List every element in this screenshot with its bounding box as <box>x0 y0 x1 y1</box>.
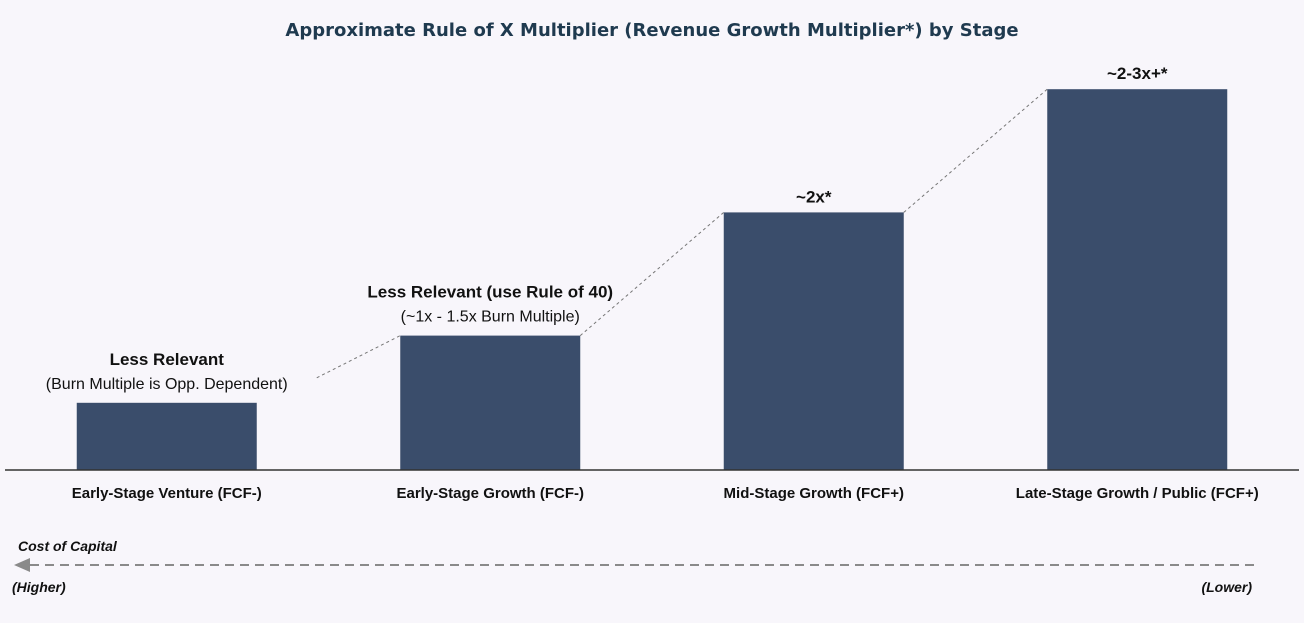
data-label-1: Less Relevant <box>110 350 225 369</box>
category-label-2: Early-Stage Growth (FCF-) <box>396 485 584 502</box>
bar-4 <box>1047 89 1228 470</box>
data-label-3: ~2x* <box>796 187 832 206</box>
category-labels: Early-Stage Venture (FCF-) Early-Stage Gr… <box>72 485 1259 502</box>
arrow-left-head-icon <box>14 558 30 572</box>
chart-title: Approximate Rule of X Multiplier (Revenu… <box>285 20 1019 41</box>
data-sublabel-2: (~1x - 1.5x Burn Multiple) <box>401 309 580 326</box>
data-label-2: Less Relevant (use Rule of 40) <box>367 283 613 302</box>
data-label-4: ~2-3x+* <box>1107 64 1168 83</box>
category-label-4: Late-Stage Growth / Public (FCF+) <box>1016 485 1259 502</box>
bar-1 <box>76 402 257 470</box>
lower-label: (Lower) <box>1201 579 1252 595</box>
connector-line-1 <box>316 335 401 379</box>
bar-series <box>76 89 1228 470</box>
bar-3 <box>723 212 904 470</box>
bar-2 <box>400 335 581 470</box>
category-label-1: Early-Stage Venture (FCF-) <box>72 485 262 502</box>
connector-lines <box>316 88 1048 379</box>
cost-of-capital-label: Cost of Capital <box>18 538 118 554</box>
higher-label: (Higher) <box>12 579 66 595</box>
connector-line-3 <box>903 88 1048 213</box>
category-label-3: Mid-Stage Growth (FCF+) <box>724 485 904 502</box>
connector-line-2 <box>579 212 725 336</box>
data-labels: Less Relevant (Burn Multiple is Opp. Depe… <box>46 64 1168 393</box>
data-sublabel-1: (Burn Multiple is Opp. Dependent) <box>46 376 288 393</box>
